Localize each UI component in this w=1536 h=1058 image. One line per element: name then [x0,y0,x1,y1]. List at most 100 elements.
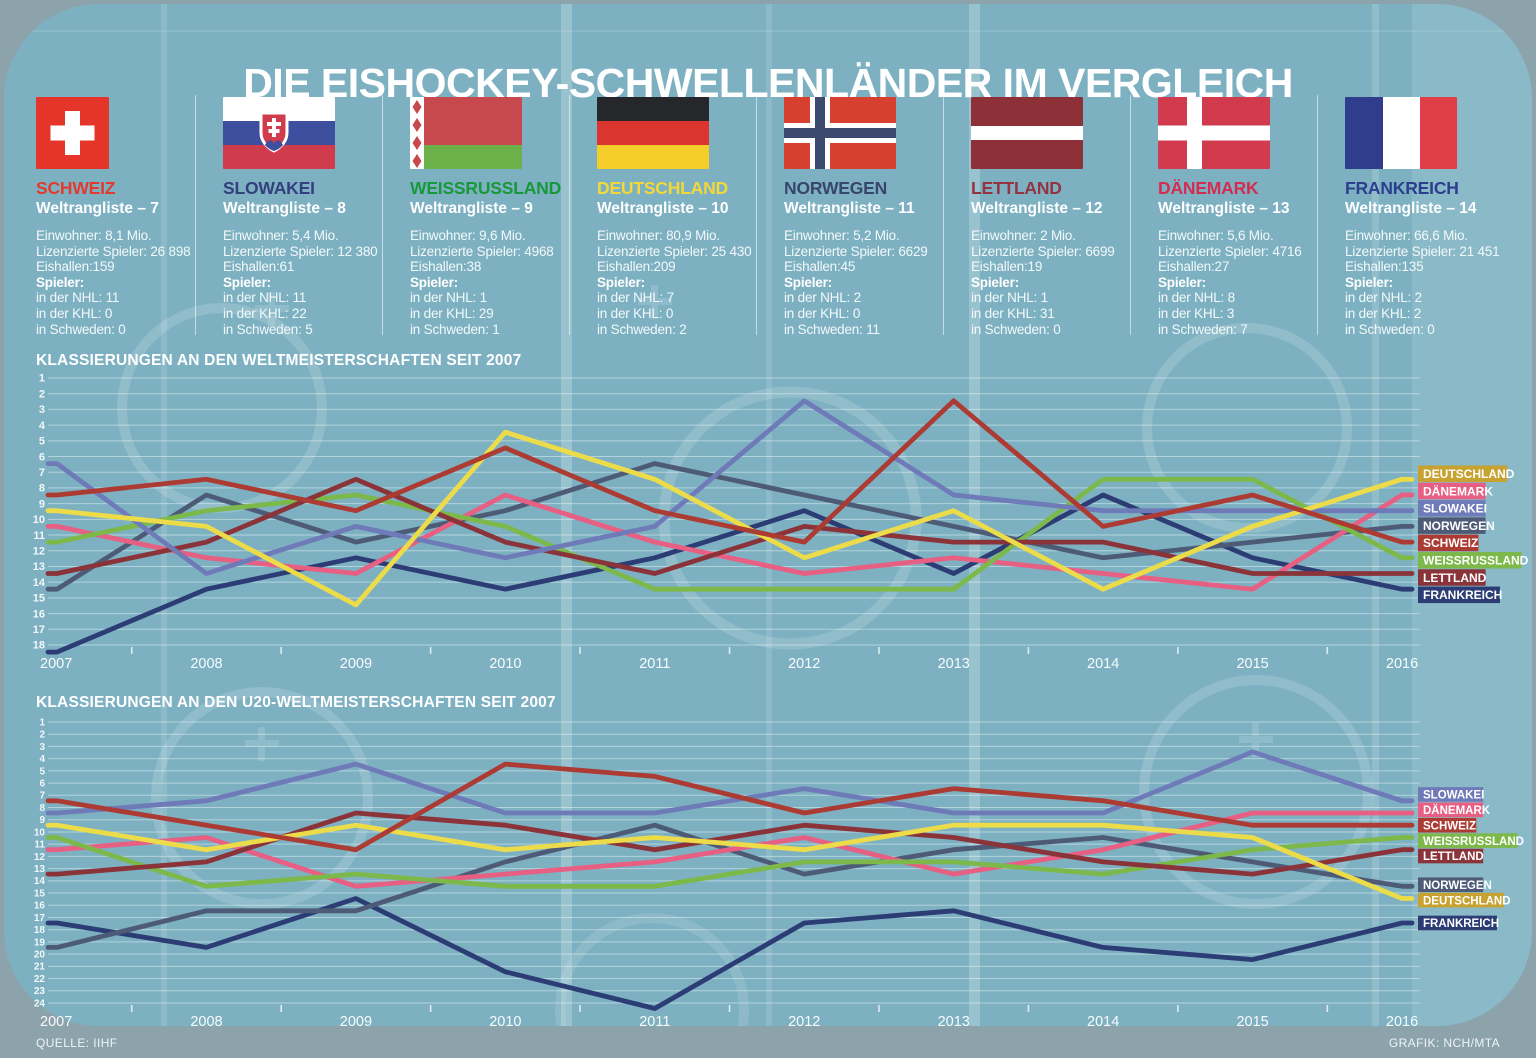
wm-line-weissrussland [45,476,1415,592]
u20-line-deutschland [45,822,1415,901]
country-name: NORWEGEN [784,178,888,198]
svg-text:22: 22 [34,974,46,985]
svg-text:21: 21 [34,962,46,973]
svg-text:4: 4 [39,420,46,432]
svg-text:DEUTSCHLAND: DEUTSCHLAND [1423,467,1515,481]
stat-khl: in der KHL: 31 [971,305,1055,321]
stat-sweden: in Schweden: 0 [1345,321,1435,337]
footer: QUELLE: IIHF GRAFIK: NCH/MTA [0,1034,1536,1058]
wm-legend-item-lettland: LETTLAND [1418,569,1487,586]
svg-text:8: 8 [39,803,45,814]
stat-population: Einwohner: 5,6 Mio. [1158,228,1274,243]
stat-licensed-players: Lizenzierte Spieler: 6629 [784,243,928,259]
svg-text:FRANKREICH: FRANKREICH [1423,918,1499,930]
country-stats: Einwohner: 66,6 Mio. Lizenzierte Spieler… [1345,228,1532,337]
stat-nhl: in der NHL: 1 [971,290,1048,306]
stat-population: Einwohner: 9,6 Mio. [410,228,526,243]
u20-legend-item-daenemark: DÄNEMARK [1418,802,1491,818]
country-name: DEUTSCHLAND [597,178,728,198]
svg-text:11: 11 [33,530,45,542]
country-card-deutschland: DEUTSCHLAND Weltrangliste – 10 Einwohner… [569,94,784,337]
stat-sweden: in Schweden: 7 [1158,321,1248,337]
stat-sweden: in Schweden: 5 [223,321,313,337]
svg-text:1: 1 [39,373,45,385]
stat-rinks: Eishallen:19 [971,259,1043,275]
svg-text:18: 18 [34,925,46,936]
u20-legend-item-schweiz: SCHWEIZ [1418,817,1477,833]
svg-text:9: 9 [39,815,45,826]
svg-text:SLOWAKEI: SLOWAKEI [1423,502,1487,516]
svg-text:5: 5 [39,436,45,448]
svg-text:2012: 2012 [788,1014,820,1030]
u20-line-schweiz [45,761,1415,853]
svg-text:16: 16 [34,901,46,912]
u20-x-axis-labels: 2007 2008 2009 2010 2011 2012 2013 2014 2015 2016 [40,1014,1418,1030]
svg-text:7: 7 [39,791,45,802]
svg-text:2013: 2013 [938,656,970,672]
country-stats: Einwohner: 80,9 Mio. Lizenzierte Spieler… [597,228,784,337]
wm-legend-item-frankreich: FRANKREICH [1418,586,1502,604]
svg-text:6: 6 [39,451,45,463]
country-card-norwegen: NORWEGEN Weltrangliste – 11 Einwohner: 5… [756,94,971,337]
stat-licensed-players: Lizenzierte Spieler: 26 898 [36,243,191,259]
svg-text:2015: 2015 [1236,1014,1268,1030]
svg-text:2009: 2009 [340,656,372,672]
stat-players-label: Spieler: [36,274,84,290]
world-ranking: Weltrangliste – 13 [1158,200,1290,217]
stat-rinks: Eishallen:45 [784,259,856,275]
stat-nhl: in der NHL: 8 [1158,290,1235,306]
wm-legend-item-norwegen: NORWEGEN [1418,517,1495,534]
stat-sweden: in Schweden: 2 [597,321,687,337]
country-stats: Einwohner: 9,6 Mio. Lizenzierte Spieler:… [410,228,597,337]
svg-text:2012: 2012 [788,656,820,672]
wm-legend-item-weissrussland: WEISSRUSSLAND [1418,551,1529,569]
flag-latvia-icon [971,97,1083,169]
world-ranking: Weltrangliste – 14 [1345,200,1477,217]
world-ranking: Weltrangliste – 10 [597,200,729,217]
wm-line-lettland [45,476,1415,576]
u20-legend-item-deutschland: DEUTSCHLAND [1418,892,1511,908]
svg-text:15: 15 [34,888,46,899]
stat-khl: in der KHL: 22 [223,305,307,321]
svg-text:NORWEGEN: NORWEGEN [1423,519,1495,533]
svg-text:2008: 2008 [190,656,222,672]
wm-legend-item-schweiz: SCHWEIZ [1418,534,1479,552]
wm-legend-item-daenemark: DÄNEMARK [1418,482,1493,500]
stat-khl: in der KHL: 3 [1158,305,1235,321]
country-stats: Einwohner: 8,1 Mio. Lizenzierte Spieler:… [36,228,223,337]
stat-nhl: in der NHL: 7 [597,290,674,306]
world-ranking: Weltrangliste – 12 [971,200,1103,217]
svg-text:WEISSRUSSLAND: WEISSRUSSLAND [1423,554,1529,568]
svg-text:14: 14 [34,876,46,887]
stat-players-label: Spieler: [971,274,1019,290]
u20-line-frankreich [45,896,1415,1011]
u20-line-lettland [45,810,1415,877]
stat-rinks: Eishallen:27 [1158,259,1230,275]
stat-players-label: Spieler: [784,274,832,290]
svg-text:2011: 2011 [639,656,670,672]
country-stats: Einwohner: 5,6 Mio. Lizenzierte Spieler:… [1158,228,1345,337]
svg-text:17: 17 [33,624,45,636]
world-ranking: Weltrangliste – 9 [410,200,533,217]
svg-text:13: 13 [33,561,45,573]
stat-licensed-players: Lizenzierte Spieler: 4716 [1158,243,1302,259]
stat-nhl: in der NHL: 11 [36,290,120,306]
stat-licensed-players: Lizenzierte Spieler: 21 451 [1345,243,1500,259]
svg-text:2010: 2010 [489,656,521,672]
svg-text:FRANKREICH: FRANKREICH [1423,588,1502,602]
stat-players-label: Spieler: [1158,274,1206,290]
svg-text:5: 5 [39,766,45,777]
u20-x-axis-ticks [130,1004,1329,1012]
svg-text:16: 16 [33,608,45,620]
svg-text:LETTLAND: LETTLAND [1423,851,1484,863]
svg-text:2016: 2016 [1386,1014,1418,1030]
stat-rinks: Eishallen:135 [1345,259,1424,275]
u20-chart: 1234567891011121314151617181920212223242… [34,717,1524,1030]
svg-text:8: 8 [39,483,45,495]
svg-text:DÄNEMARK: DÄNEMARK [1423,804,1491,817]
u20-legend-item-slowakei: SLOWAKEI [1418,787,1484,802]
stat-players-label: Spieler: [410,274,458,290]
svg-text:7: 7 [39,467,45,479]
